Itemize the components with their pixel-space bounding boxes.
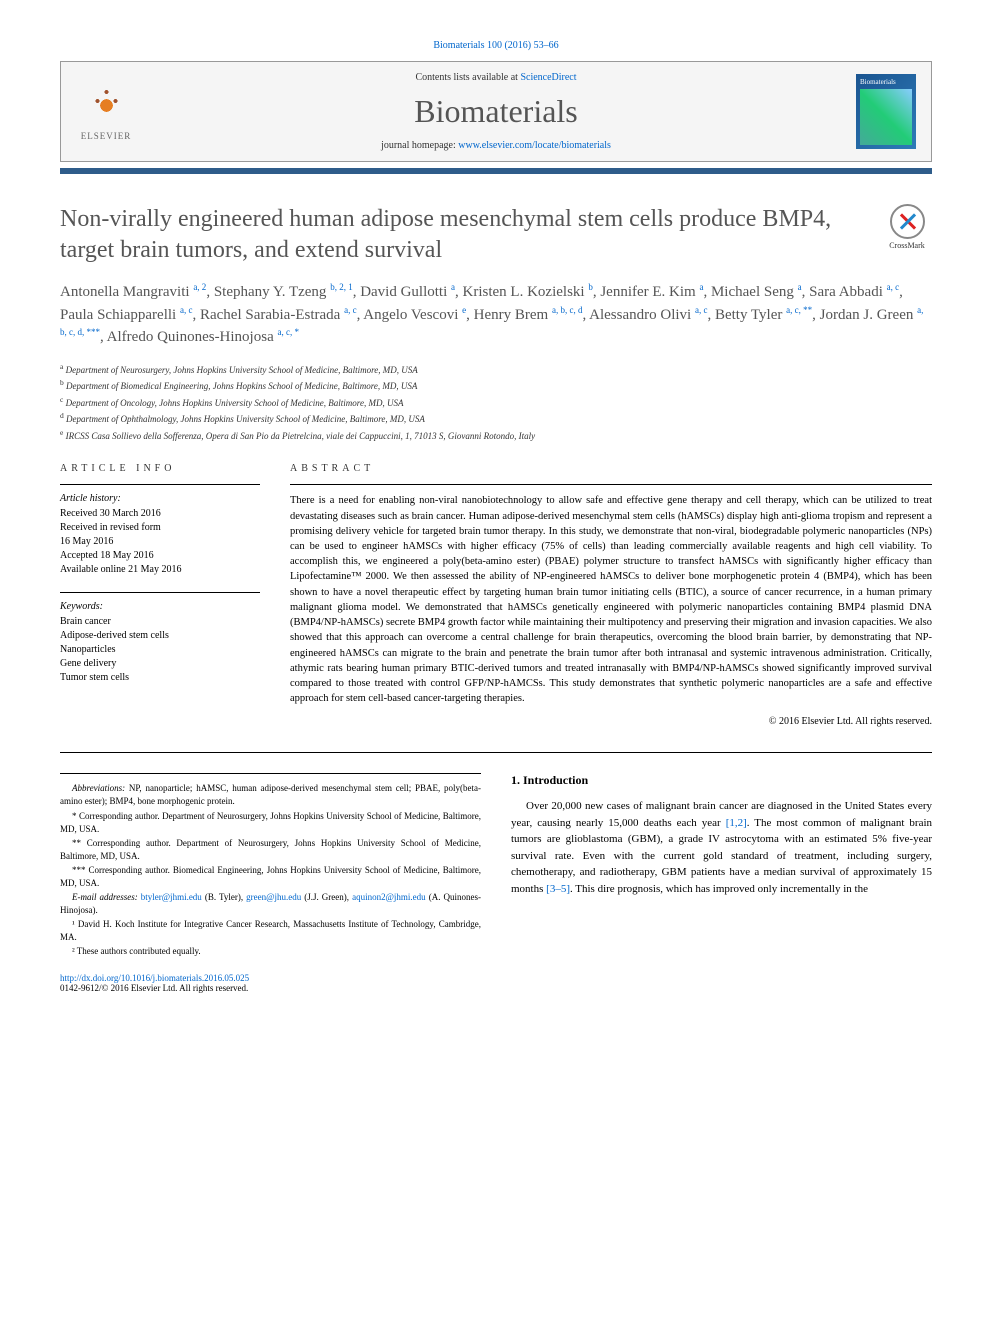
keywords-label: Keywords: <box>60 592 260 612</box>
keyword: Gene delivery <box>60 657 260 671</box>
homepage-prefix: journal homepage: <box>381 140 458 151</box>
divider-bar <box>60 168 932 174</box>
affiliation-list: a Department of Neurosurgery, Johns Hopk… <box>60 361 932 444</box>
author-list: Antonella Mangraviti a, 2, Stephany Y. T… <box>60 281 932 349</box>
affiliation: e IRCSS Casa Sollievo della Sofferenza, … <box>60 427 932 444</box>
email-quinones[interactable]: aquinon2@jhmi.edu <box>352 892 426 902</box>
affiliation: c Department of Oncology, Johns Hopkins … <box>60 394 932 411</box>
history-item: 16 May 2016 <box>60 535 260 549</box>
email-green[interactable]: green@jhu.edu <box>246 892 301 902</box>
abstract-head: ABSTRACT <box>290 463 932 474</box>
keyword: Nanoparticles <box>60 643 260 657</box>
elsevier-label: ELSEVIER <box>81 131 132 141</box>
journal-header: ELSEVIER Contents lists available at Sci… <box>60 61 932 162</box>
journal-cover: Biomaterials <box>856 74 916 149</box>
crossmark-label: CrossMark <box>889 241 925 250</box>
ref-link-3-5[interactable]: [3–5] <box>546 883 570 895</box>
citation-header: Biomaterials 100 (2016) 53–66 <box>60 40 932 51</box>
abstract-text: There is a need for enabling non-viral n… <box>290 484 932 706</box>
corr-author-2: ** Corresponding author. Department of N… <box>60 837 481 863</box>
keyword: Brain cancer <box>60 615 260 629</box>
history-item: Accepted 18 May 2016 <box>60 549 260 563</box>
elsevier-logo: ELSEVIER <box>76 77 136 147</box>
journal-name: Biomaterials <box>136 93 856 130</box>
cover-title: Biomaterials <box>860 78 912 86</box>
history-item: Received 30 March 2016 <box>60 507 260 521</box>
footnote-2: ² These authors contributed equally. <box>60 945 481 958</box>
intro-text-c: . This dire prognosis, which has improve… <box>570 883 868 895</box>
footnote-1: ¹ David H. Koch Institute for Integrativ… <box>60 918 481 944</box>
article-title: Non-virally engineered human adipose mes… <box>60 204 862 266</box>
article-info-head: ARTICLE INFO <box>60 463 260 474</box>
issn-line: 0142-9612/© 2016 Elsevier Ltd. All right… <box>60 983 481 993</box>
contents-prefix: Contents lists available at <box>415 72 520 83</box>
email-green-who: (J.J. Green), <box>301 892 352 902</box>
keyword: Tumor stem cells <box>60 671 260 685</box>
doi-link[interactable]: http://dx.doi.org/10.1016/j.biomaterials… <box>60 973 249 983</box>
affiliation: d Department of Ophthalmology, Johns Hop… <box>60 410 932 427</box>
homepage-line: journal homepage: www.elsevier.com/locat… <box>136 140 856 151</box>
intro-paragraph: Over 20,000 new cases of malignant brain… <box>511 798 932 897</box>
keyword: Adipose-derived stem cells <box>60 629 260 643</box>
affiliation: b Department of Biomedical Engineering, … <box>60 377 932 394</box>
corr-author-3: *** Corresponding author. Biomedical Eng… <box>60 864 481 890</box>
copyright: © 2016 Elsevier Ltd. All rights reserved… <box>290 716 932 727</box>
intro-heading: 1. Introduction <box>511 773 932 788</box>
ref-link-1-2[interactable]: [1,2] <box>726 817 747 829</box>
history-item: Available online 21 May 2016 <box>60 563 260 577</box>
email-label: E-mail addresses: <box>72 892 138 902</box>
history-item: Received in revised form <box>60 521 260 535</box>
contents-line: Contents lists available at ScienceDirec… <box>136 72 856 83</box>
homepage-link[interactable]: www.elsevier.com/locate/biomaterials <box>458 140 611 151</box>
sciencedirect-link[interactable]: ScienceDirect <box>520 72 576 83</box>
email-tyler[interactable]: btyler@jhmi.edu <box>141 892 202 902</box>
crossmark-badge[interactable]: CrossMark <box>882 204 932 254</box>
footnotes: Abbreviations: NP, nanoparticle; hAMSC, … <box>60 773 481 958</box>
crossmark-icon <box>890 204 925 239</box>
corr-author-1: * Corresponding author. Department of Ne… <box>60 810 481 836</box>
affiliation: a Department of Neurosurgery, Johns Hopk… <box>60 361 932 378</box>
doi-block: http://dx.doi.org/10.1016/j.biomaterials… <box>60 973 481 993</box>
section-divider <box>60 752 932 753</box>
email-tyler-who: (B. Tyler), <box>202 892 246 902</box>
history-label: Article history: <box>60 493 260 504</box>
abbrev-label: Abbreviations: <box>72 783 125 793</box>
